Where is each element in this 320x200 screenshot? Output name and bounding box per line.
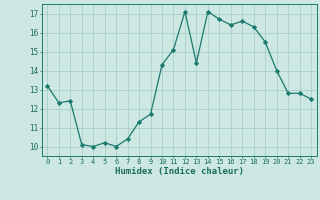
X-axis label: Humidex (Indice chaleur): Humidex (Indice chaleur) — [115, 167, 244, 176]
